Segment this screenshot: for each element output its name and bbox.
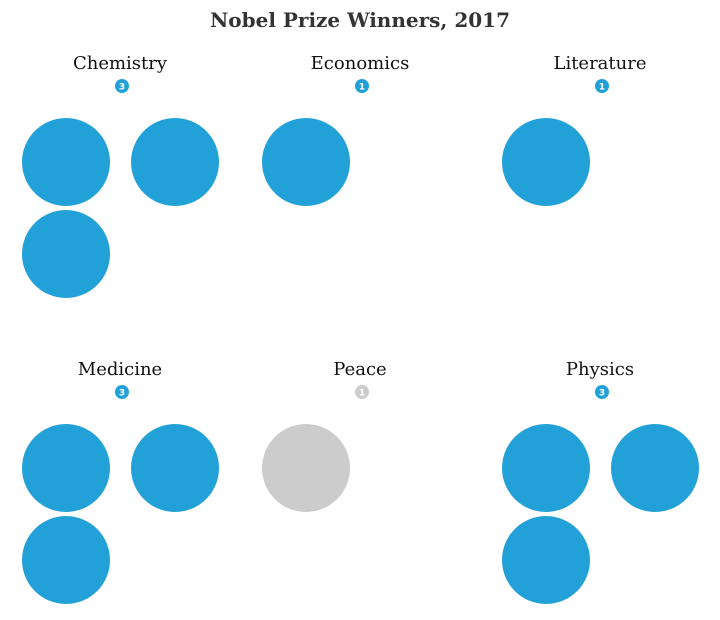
count-badge-label: 1 — [599, 83, 605, 93]
category-label: Chemistry — [73, 53, 168, 74]
count-badge — [355, 385, 369, 399]
winner-dot — [502, 424, 590, 512]
count-badge — [595, 79, 609, 93]
category-physics: Physics 3 — [502, 359, 699, 604]
count-badge-label: 1 — [359, 389, 365, 399]
count-badge-label: 1 — [359, 83, 365, 93]
winner-dot — [22, 424, 110, 512]
count-badge — [115, 385, 129, 399]
count-badge-label: 3 — [119, 389, 125, 399]
category-label: Economics — [311, 53, 410, 74]
winner-dot — [22, 210, 110, 298]
category-label: Peace — [333, 359, 386, 380]
category-chemistry: Chemistry 3 — [22, 53, 219, 298]
category-peace: Peace 1 — [262, 359, 387, 512]
winner-dot — [131, 118, 219, 206]
winner-dot — [262, 424, 350, 512]
count-badge-label: 3 — [599, 389, 605, 399]
chart-title: Nobel Prize Winners, 2017 — [209, 8, 510, 32]
category-literature: Literature 1 — [502, 53, 647, 206]
category-medicine: Medicine 3 — [22, 359, 219, 604]
count-badge — [355, 79, 369, 93]
category-label: Medicine — [78, 359, 162, 380]
category-economics: Economics 1 — [262, 53, 409, 206]
winner-dot — [131, 424, 219, 512]
winner-dot — [22, 118, 110, 206]
category-label: Physics — [566, 359, 634, 380]
winner-dot — [262, 118, 350, 206]
winner-dot — [502, 118, 590, 206]
count-badge — [115, 79, 129, 93]
count-badge — [595, 385, 609, 399]
category-label: Literature — [553, 53, 646, 74]
winner-dot — [611, 424, 699, 512]
count-badge-label: 3 — [119, 83, 125, 93]
winner-dot — [502, 516, 590, 604]
winner-dot — [22, 516, 110, 604]
